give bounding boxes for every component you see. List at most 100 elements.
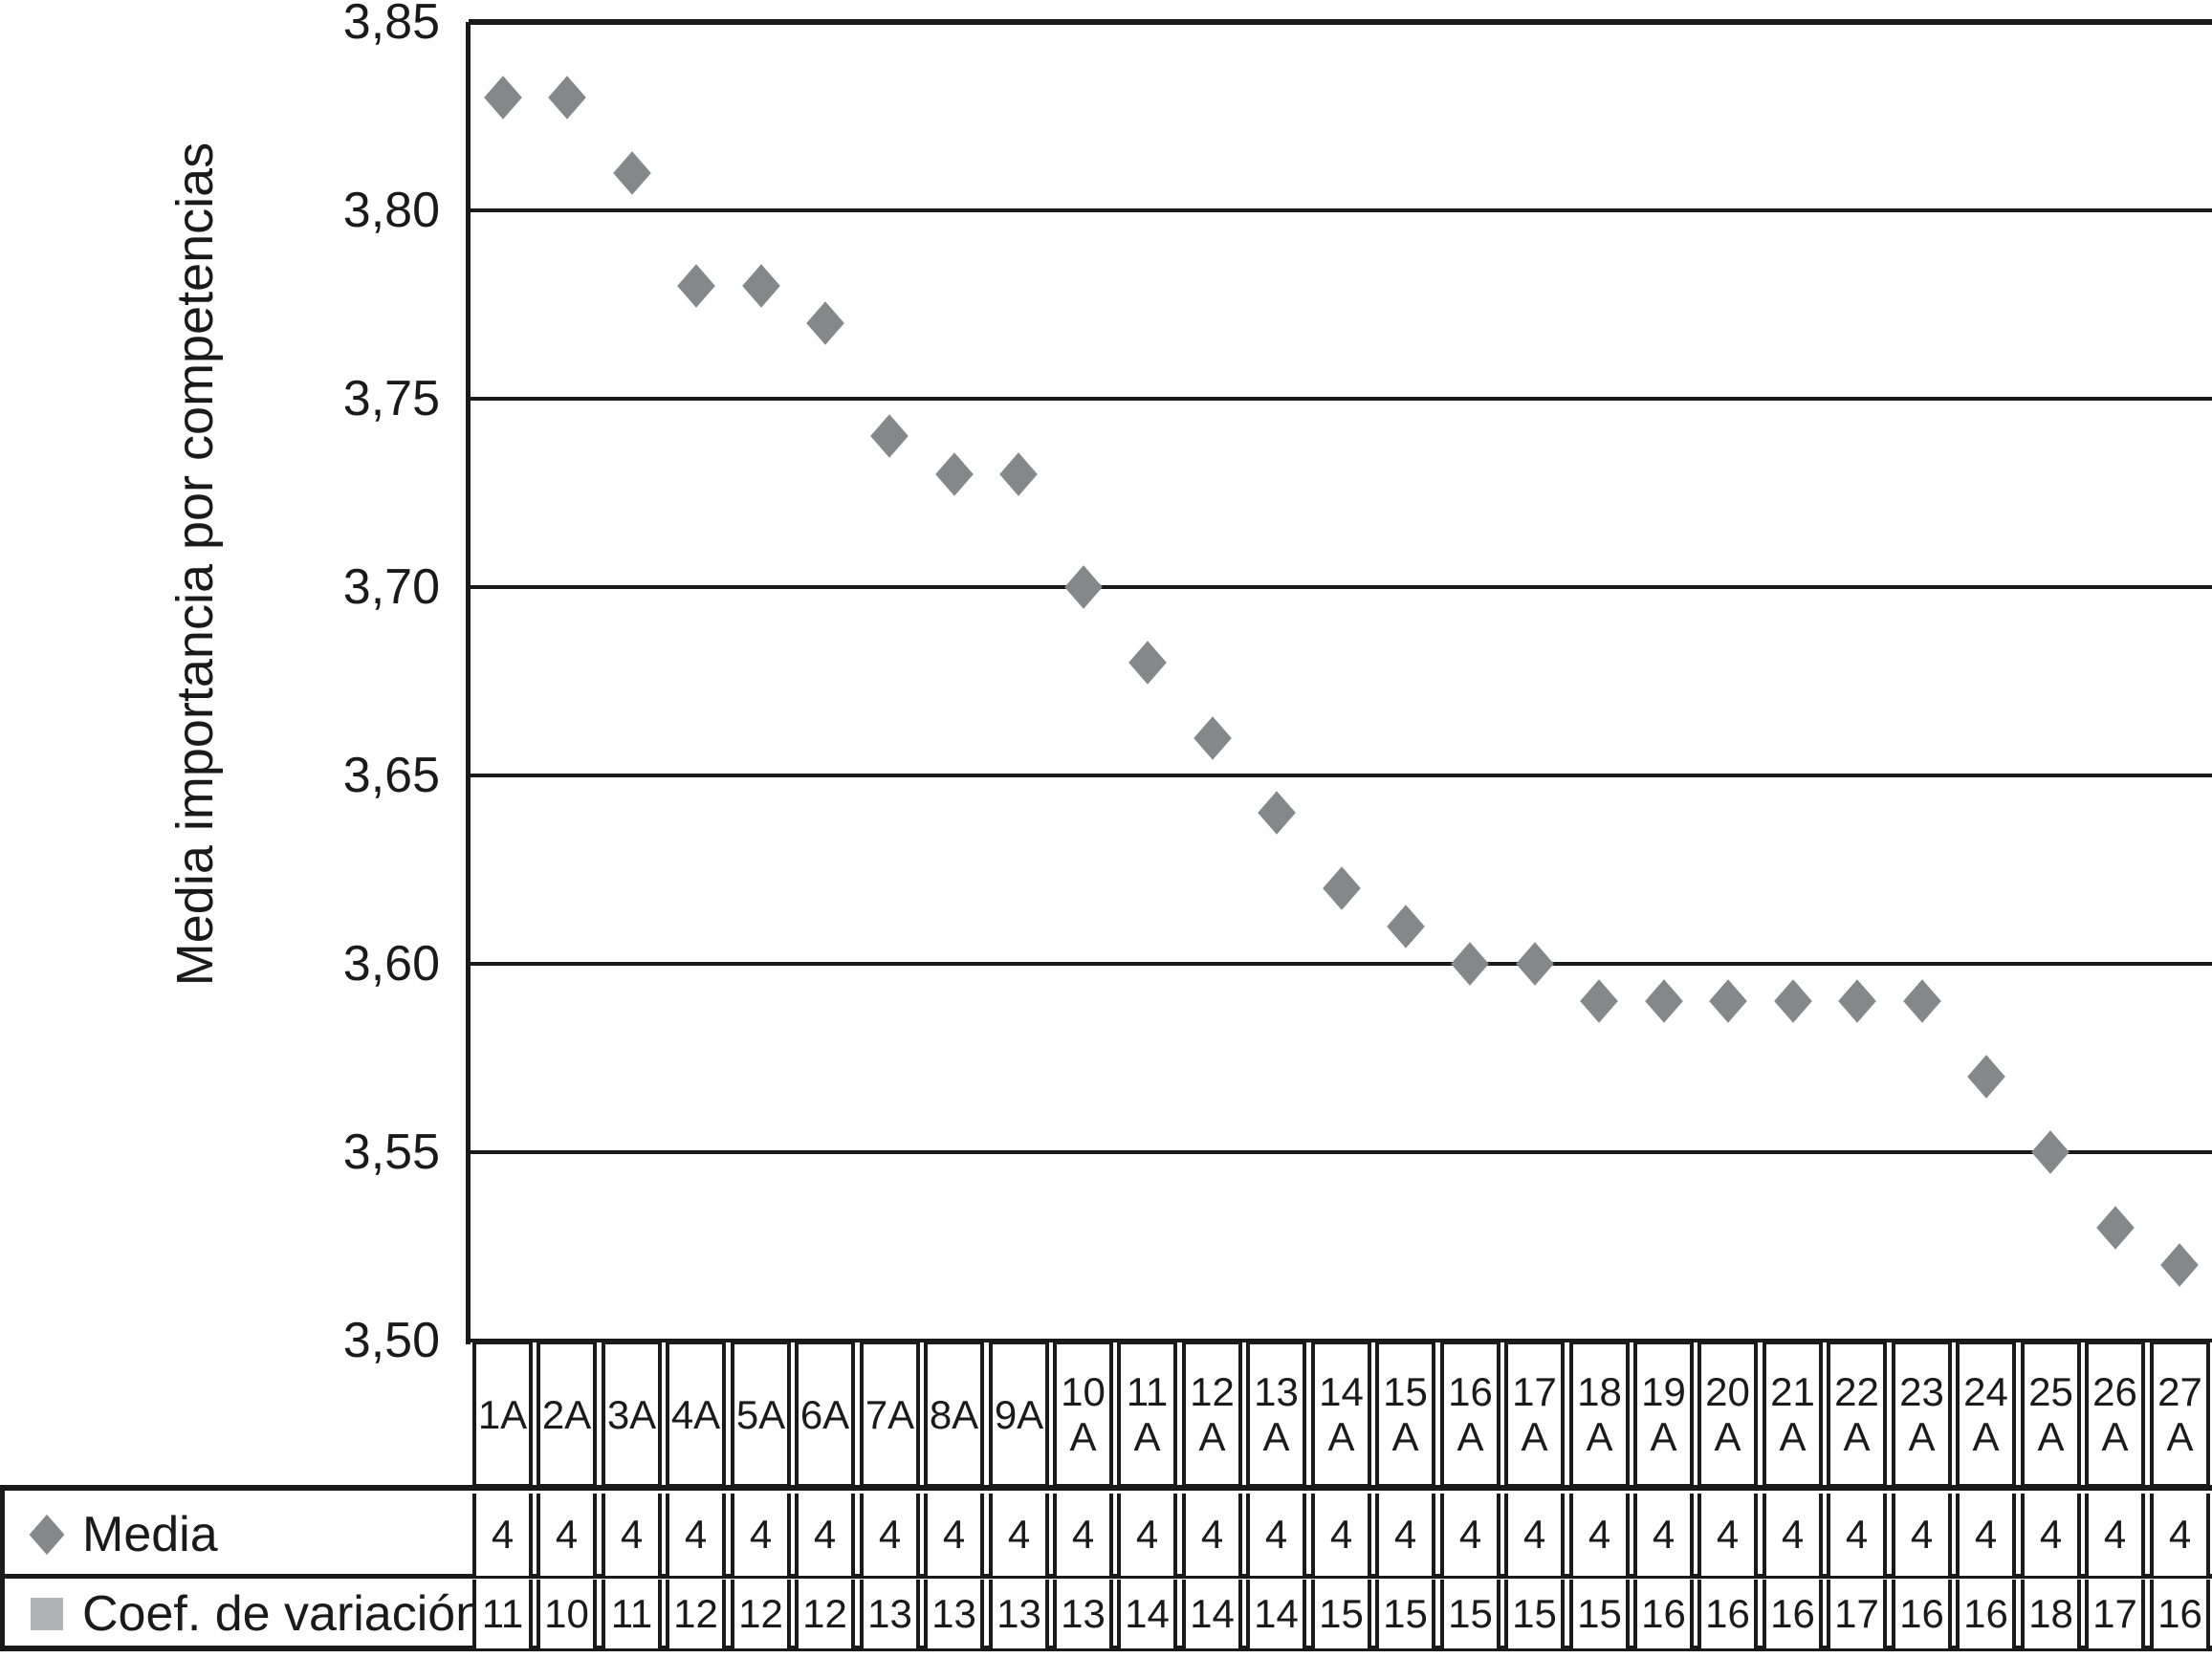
media-value-cell: 4 — [989, 1494, 1049, 1576]
media-point — [870, 414, 909, 459]
coef-value-cell: 10 — [537, 1580, 597, 1648]
coef-value-cell: 13 — [924, 1580, 984, 1648]
media-value-cell: 4 — [602, 1494, 662, 1576]
x-category-cell: 18 A — [1569, 1341, 1630, 1488]
coef-value-cell: 15 — [1311, 1580, 1371, 1648]
y-tick-label: 3,50 — [342, 1313, 440, 1368]
table-border — [0, 1646, 2212, 1651]
media-value-cell: 4 — [1117, 1494, 1177, 1576]
media-point — [1709, 979, 1747, 1024]
gridline — [469, 19, 2212, 25]
media-point — [1387, 904, 1425, 949]
media-point — [1967, 1055, 2005, 1099]
media-value-cell: 4 — [795, 1494, 855, 1576]
media-value-cell: 4 — [731, 1494, 791, 1576]
x-category-cell: 16 A — [1440, 1341, 1500, 1488]
coef-value-cell: 16 — [1956, 1580, 2016, 1648]
coef-value-cell: 16 — [1697, 1580, 1758, 1648]
media-value-cell: 4 — [924, 1494, 984, 1576]
media-value-cell: 4 — [1697, 1494, 1758, 1576]
legend-row-media: Media — [0, 1494, 469, 1576]
media-point — [1063, 565, 1103, 609]
x-category-cell: 25 A — [2021, 1341, 2081, 1488]
media-value-cell: 4 — [1956, 1494, 2016, 1576]
coef-value-cell: 16 — [1763, 1580, 1823, 1648]
media-value-cell: 4 — [537, 1494, 597, 1576]
media-value-cell: 4 — [2150, 1494, 2210, 1576]
coef-value-cell: 15 — [1504, 1580, 1565, 1648]
x-category-cell: 11 A — [1117, 1341, 1177, 1488]
x-category-cell: 2A — [537, 1341, 597, 1488]
y-axis-line — [466, 22, 471, 1344]
media-point — [741, 264, 780, 308]
legend-row-coef: Coef. de variación — [0, 1580, 483, 1648]
legend-coef-label: Coef. de variación — [82, 1586, 484, 1642]
media-point — [2096, 1206, 2135, 1250]
x-category-cell: 23 A — [1892, 1341, 1952, 1488]
media-point — [677, 264, 715, 308]
media-value-cell: 4 — [2021, 1494, 2081, 1576]
media-value-cell: 4 — [1182, 1494, 1242, 1576]
gridline — [469, 1339, 2212, 1342]
x-category-cell: 21 A — [1763, 1341, 1823, 1488]
media-value-cell: 4 — [1633, 1494, 1694, 1576]
coef-value-cell: 16 — [2150, 1580, 2210, 1648]
coef-value-cell: 12 — [666, 1580, 726, 1648]
media-point — [2160, 1243, 2200, 1287]
coef-value-cell: 13 — [1053, 1580, 1113, 1648]
coef-value-cell: 15 — [1440, 1580, 1500, 1648]
media-point — [1322, 866, 1361, 910]
media-value-cell: 4 — [1504, 1494, 1565, 1576]
x-category-cell: 24 A — [1956, 1341, 2016, 1488]
media-diamond-icon — [29, 1514, 65, 1556]
x-category-cell: 26 A — [2085, 1341, 2145, 1488]
y-tick-label: 3,55 — [342, 1124, 440, 1180]
x-category-cell: 15 A — [1375, 1341, 1435, 1488]
coef-value-cell: 17 — [2085, 1580, 2145, 1648]
media-point — [1193, 715, 1232, 760]
media-value-cell: 4 — [860, 1494, 920, 1576]
coef-value-cell: 13 — [989, 1580, 1049, 1648]
media-point — [1451, 942, 1490, 986]
y-tick-label: 3,60 — [342, 936, 440, 992]
coef-value-cell: 17 — [1827, 1580, 1887, 1648]
x-category-cell: 17 A — [1504, 1341, 1565, 1488]
y-tick-label: 3,85 — [342, 0, 440, 50]
media-point — [806, 301, 844, 345]
y-tick-label: 3,65 — [342, 748, 440, 803]
media-value-cell: 4 — [1569, 1494, 1630, 1576]
table-border — [0, 1573, 2212, 1579]
x-category-cell: 12 A — [1182, 1341, 1242, 1488]
x-category-cell: 4A — [666, 1341, 726, 1488]
x-category-cell: 19 A — [1633, 1341, 1694, 1488]
coef-value-cell: 14 — [1182, 1580, 1242, 1648]
media-value-cell: 4 — [1827, 1494, 1887, 1576]
coef-value-cell: 12 — [795, 1580, 855, 1648]
y-tick-label: 3,75 — [342, 371, 440, 426]
x-category-cell: 5A — [731, 1341, 791, 1488]
x-category-cell: 7A — [860, 1341, 920, 1488]
coef-value-cell: 13 — [860, 1580, 920, 1648]
media-point — [548, 76, 586, 120]
media-point — [935, 452, 974, 496]
coef-value-cell: 16 — [1633, 1580, 1694, 1648]
table-left-border — [0, 1488, 5, 1648]
x-category-cell: 20 A — [1697, 1341, 1758, 1488]
coef-value-cell: 14 — [1117, 1580, 1177, 1648]
media-point — [1773, 979, 1812, 1024]
gridline — [469, 774, 2212, 777]
media-value-cell: 4 — [472, 1494, 533, 1576]
media-point — [999, 452, 1039, 496]
media-value-cell: 4 — [1892, 1494, 1952, 1576]
media-value-cell: 4 — [1311, 1494, 1371, 1576]
media-point — [612, 150, 651, 195]
x-category-cell: 14 A — [1311, 1341, 1371, 1488]
media-point — [1516, 942, 1554, 986]
media-point — [2031, 1130, 2070, 1174]
media-value-cell: 4 — [1375, 1494, 1435, 1576]
media-point — [1258, 791, 1296, 836]
x-category-cell: 27 A — [2150, 1341, 2210, 1488]
media-point — [1838, 979, 1876, 1024]
media-value-cell: 4 — [1246, 1494, 1306, 1576]
